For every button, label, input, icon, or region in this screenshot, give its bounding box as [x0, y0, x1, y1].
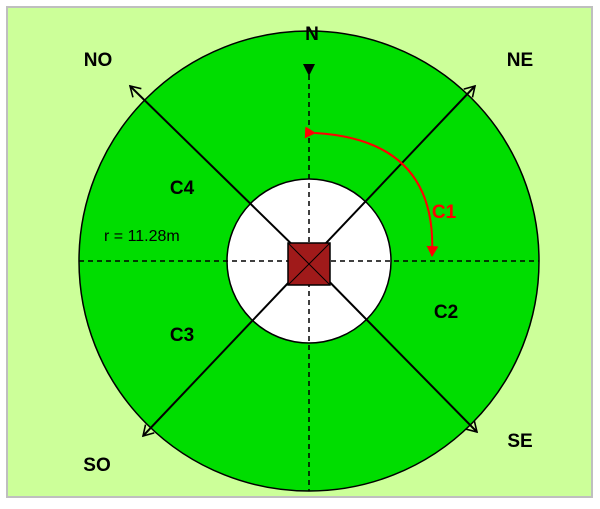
c1-rotation-arrow — [304, 126, 439, 257]
direction-label-n: N — [305, 24, 319, 45]
diagonal-no — [128, 84, 310, 262]
direction-label-so: SO — [83, 455, 110, 476]
direction-label-ne: NE — [507, 50, 533, 71]
radius-label: r = 11.28m — [104, 228, 180, 245]
diagonal-so — [141, 260, 310, 438]
direction-label-no: NO — [84, 50, 113, 71]
diagonal-se — [308, 260, 479, 434]
sector-label-c1: C1 — [432, 202, 457, 223]
sector-label-c4: C4 — [170, 178, 195, 199]
sector-label-c2: C2 — [434, 302, 458, 323]
sector-label-c3: C3 — [170, 325, 194, 346]
direction-label-se: SE — [507, 431, 532, 452]
